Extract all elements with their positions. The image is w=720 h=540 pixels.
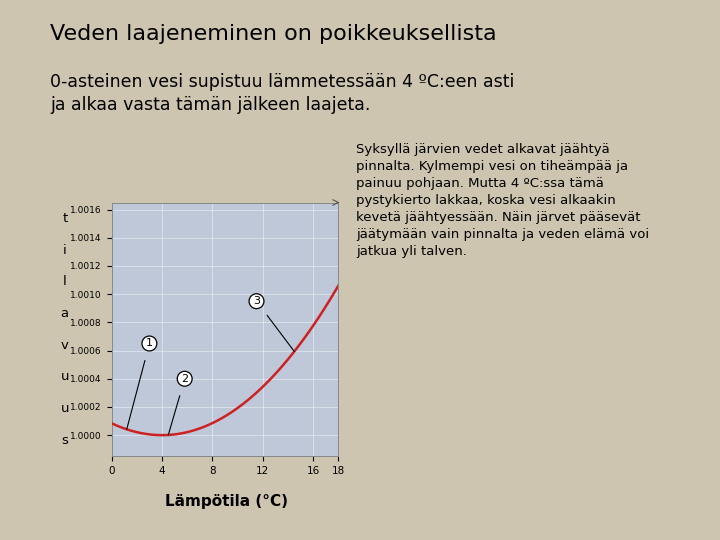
Text: Lämpötila (°C): Lämpötila (°C) (166, 494, 288, 509)
Text: u: u (60, 402, 69, 415)
Text: 2: 2 (168, 374, 188, 435)
Text: 3: 3 (253, 296, 294, 352)
Text: 0-asteinen vesi supistuu lämmetessään 4 ºC:een asti
ja alkaa vasta tämän jälkeen: 0-asteinen vesi supistuu lämmetessään 4 … (50, 73, 515, 114)
Text: a: a (60, 307, 69, 320)
Text: Veden laajeneminen on poikkeuksellista: Veden laajeneminen on poikkeuksellista (50, 24, 497, 44)
Text: u: u (60, 370, 69, 383)
Text: Syksyllä järvien vedet alkavat jäähtyä
pinnalta. Kylmempi vesi on tiheämpää ja
p: Syksyllä järvien vedet alkavat jäähtyä p… (356, 143, 649, 258)
Text: s: s (61, 434, 68, 447)
Text: i: i (63, 244, 67, 256)
Text: v: v (61, 339, 68, 352)
Text: l: l (63, 275, 67, 288)
Text: t: t (62, 212, 68, 225)
Text: 1: 1 (127, 339, 153, 429)
